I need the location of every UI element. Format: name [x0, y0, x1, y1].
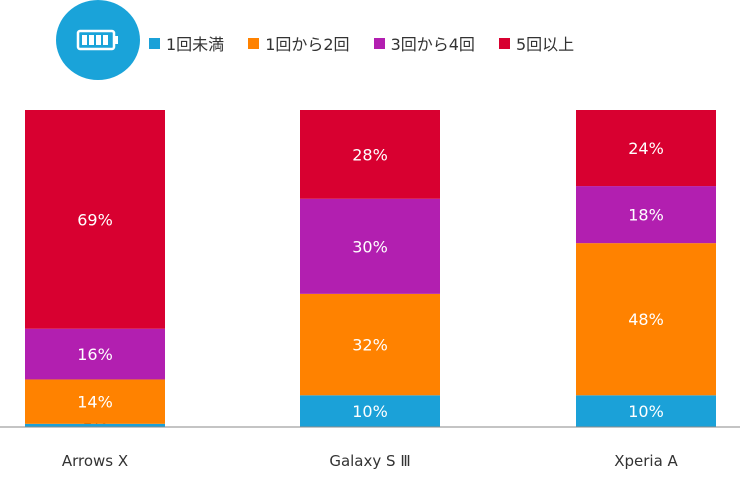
data-label: 14% — [77, 393, 113, 412]
legend-item: 1回未満 — [149, 31, 224, 55]
data-label: 69% — [77, 210, 113, 229]
data-label: 16% — [77, 345, 113, 364]
legend-label: 5回以上 — [515, 35, 575, 54]
legend-swatch — [149, 37, 160, 49]
bar-segment — [576, 110, 716, 187]
data-label: 30% — [352, 237, 388, 256]
battery-icon — [76, 29, 118, 51]
legend-item: 5回以上 — [498, 31, 575, 55]
data-label: 10% — [628, 402, 664, 421]
legend-swatch — [498, 37, 510, 49]
legend: 1回未満 1回から2回 3回から4回 5回以上 — [149, 31, 598, 55]
legend-label: 1回未満 — [166, 35, 225, 54]
bar-segment — [300, 110, 440, 199]
bar-segment — [300, 198, 440, 294]
bar-segment — [576, 395, 716, 427]
bar-segment — [300, 293, 440, 396]
data-label: 10% — [352, 402, 388, 421]
category-label: Xperia A — [614, 452, 678, 470]
data-label: 28% — [352, 145, 388, 164]
category-label: Galaxy S Ⅲ — [329, 452, 410, 470]
bar-segment — [25, 379, 165, 424]
data-label: 48% — [628, 310, 664, 329]
data-label: 32% — [352, 336, 388, 355]
legend-item: 1回から2回 — [248, 31, 350, 55]
legend-label: 3回から4回 — [390, 35, 475, 54]
data-label: 24% — [628, 139, 664, 158]
data-label: 18% — [628, 206, 664, 225]
bar-segment — [25, 423, 165, 427]
legend-swatch — [248, 37, 260, 49]
legend-swatch — [373, 37, 385, 49]
bar-segment — [25, 328, 165, 380]
bar-segment — [25, 110, 165, 329]
legend-label: 1回から2回 — [265, 35, 350, 54]
category-label: Arrows X — [62, 452, 128, 470]
bar-segment — [576, 186, 716, 244]
bar-segment — [300, 395, 440, 427]
battery-badge — [56, 0, 140, 80]
bar-segment — [576, 243, 716, 396]
legend-item: 3回から4回 — [373, 31, 475, 55]
